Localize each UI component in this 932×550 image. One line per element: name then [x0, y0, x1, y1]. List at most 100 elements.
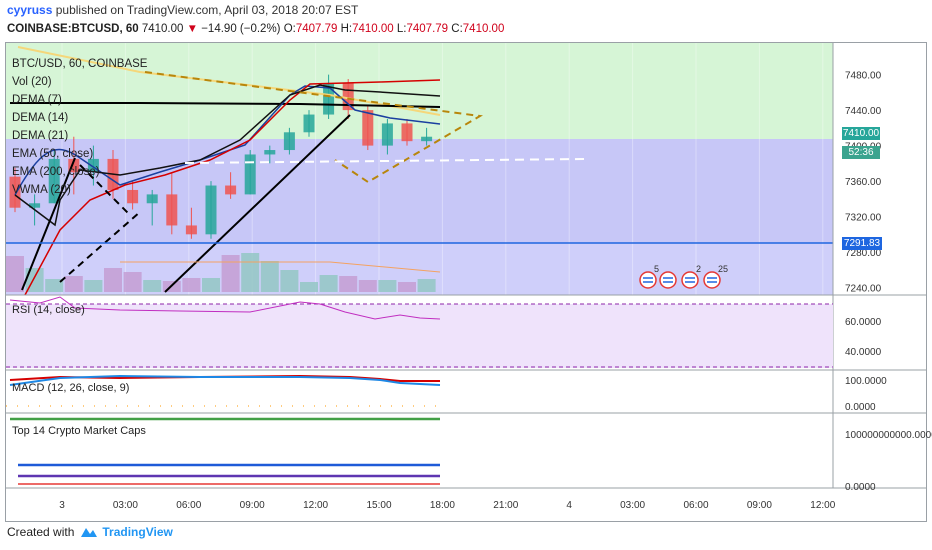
legend-dema21: DEMA (21)	[12, 130, 69, 142]
ohlc-line: COINBASE:BTCUSD, 60 7410.00 ▼ −14.90 (−0…	[7, 23, 504, 35]
candle-up[interactable]	[146, 194, 158, 204]
flag-icon[interactable]	[659, 271, 677, 289]
dema-7-line	[10, 102, 441, 108]
footer: Created with TradingView	[7, 525, 173, 539]
candle-up[interactable]	[264, 150, 276, 155]
price-axis: 7240.007280.007320.007360.007400.007440.…	[845, 71, 882, 295]
high-label: H:	[340, 23, 353, 35]
publish-info: published on TradingView.com, April 03, …	[55, 3, 359, 17]
volume-bar	[221, 255, 240, 292]
price-tick-label: 7280.00	[845, 248, 882, 259]
candle-up[interactable]	[381, 123, 393, 146]
volume-bar	[417, 279, 436, 292]
down-arrow-icon: ▼	[186, 23, 199, 35]
time-tick-label: 06:00	[176, 500, 201, 511]
brand-name: TradingView	[102, 525, 173, 539]
volume-bar	[300, 282, 318, 292]
macd-line	[9, 374, 441, 386]
dashed-trendline-1	[59, 211, 141, 283]
volume-bars	[6, 253, 436, 292]
candle-up[interactable]	[323, 83, 335, 115]
time-tick-label: 09:00	[240, 500, 265, 511]
time-tick-label: 09:00	[747, 500, 772, 511]
candle-up[interactable]	[205, 185, 217, 235]
volume-bar	[319, 275, 338, 292]
volume-bar	[260, 261, 279, 292]
last-price-tag: 7410.00	[842, 127, 880, 140]
svg-text:40.0000: 40.0000	[845, 347, 882, 358]
candle-up[interactable]	[48, 158, 60, 204]
volume-bar	[398, 282, 416, 292]
volume-ma-line	[120, 261, 441, 273]
candle-down[interactable]	[185, 225, 197, 235]
legend: BTC/USD, 60, COINBASE Vol (20) DEMA (7) …	[12, 55, 147, 199]
low-label: L:	[396, 23, 407, 35]
volume-bar	[358, 280, 377, 292]
candle-up[interactable]	[244, 154, 256, 195]
candle-down[interactable]	[166, 194, 178, 226]
rsi-label: RSI (14, close)	[12, 304, 85, 316]
grid-lines	[61, 43, 824, 488]
dema-14-line	[14, 85, 441, 196]
price-tick-label: 7360.00	[845, 177, 882, 188]
triangle-pattern	[144, 71, 484, 184]
time-tick-label: 21:00	[493, 500, 518, 511]
time-axis: 3 03:00 06:00 09:00 12:00 15:00 18:00 21:00 4 03:…	[59, 500, 836, 511]
created-with: Created with	[7, 525, 75, 539]
time-tick-label: 03:00	[113, 500, 138, 511]
symbol-label: COINBASE:BTCUSD, 60	[7, 23, 139, 35]
badge-count: 5	[654, 264, 659, 274]
candle-down[interactable]	[9, 176, 21, 208]
pane-separators	[6, 43, 926, 489]
volume-bar	[143, 280, 162, 292]
rsi-band	[6, 304, 833, 368]
level-price-tag: 7291.83	[842, 237, 882, 250]
close-label: C:	[451, 23, 463, 35]
legend-dema14: DEMA (14)	[12, 112, 69, 124]
flag-icon[interactable]	[681, 271, 699, 289]
tradingview-icon	[81, 528, 98, 537]
flag-icon[interactable]	[639, 271, 657, 289]
candle-down[interactable]	[225, 185, 237, 195]
svg-text:100000000000.0000: 100000000000.0000	[845, 430, 932, 441]
candle-up[interactable]	[303, 114, 315, 133]
trendline-1	[21, 157, 76, 291]
candle-down[interactable]	[401, 123, 413, 142]
volume-bar	[202, 278, 220, 292]
open-value: 7407.79	[295, 23, 338, 35]
time-tick-label: 15:00	[366, 500, 391, 511]
chart-frame[interactable]	[5, 42, 927, 522]
candle-up[interactable]	[87, 158, 99, 173]
candle-up[interactable]	[421, 136, 433, 142]
time-tick-label: 18:00	[430, 500, 455, 511]
volume-bar	[64, 276, 83, 292]
legend-ema200: EMA (200, close)	[12, 166, 100, 178]
flag-icon[interactable]	[703, 271, 721, 289]
flag-stripes	[685, 277, 695, 283]
time-tick-label: 06:00	[683, 500, 708, 511]
indicator-lines	[6, 46, 833, 296]
candle-down[interactable]	[127, 189, 139, 204]
low-value: 7407.79	[406, 23, 449, 35]
event-badges[interactable]: 5 2 25	[639, 264, 728, 289]
time-tick-label: 12:00	[303, 500, 328, 511]
badge-count: 25	[718, 264, 728, 274]
price-tick-label: 7480.00	[845, 71, 882, 82]
candle-down[interactable]	[362, 110, 374, 146]
svg-text:60.0000: 60.0000	[845, 317, 882, 328]
tradingview-logo[interactable]: TradingView	[80, 525, 173, 539]
svg-text:100.0000: 100.0000	[845, 376, 887, 387]
candle-up[interactable]	[283, 132, 295, 151]
projection-line	[184, 158, 586, 164]
candle-down[interactable]	[342, 83, 354, 111]
candle-up[interactable]	[29, 203, 41, 208]
market-caps-label: Top 14 Crypto Market Caps	[12, 425, 146, 437]
high-value: 7410.00	[352, 23, 394, 35]
indicator-axis-labels: 60.0000 40.0000 100.0000 0.0000 10000000…	[845, 317, 932, 493]
author-link[interactable]: cyyruss	[7, 3, 53, 17]
candle-down[interactable]	[68, 158, 80, 173]
svg-text:0.0000: 0.0000	[845, 482, 876, 493]
volume-bar	[104, 268, 122, 292]
time-tick-label: 3	[59, 500, 65, 511]
